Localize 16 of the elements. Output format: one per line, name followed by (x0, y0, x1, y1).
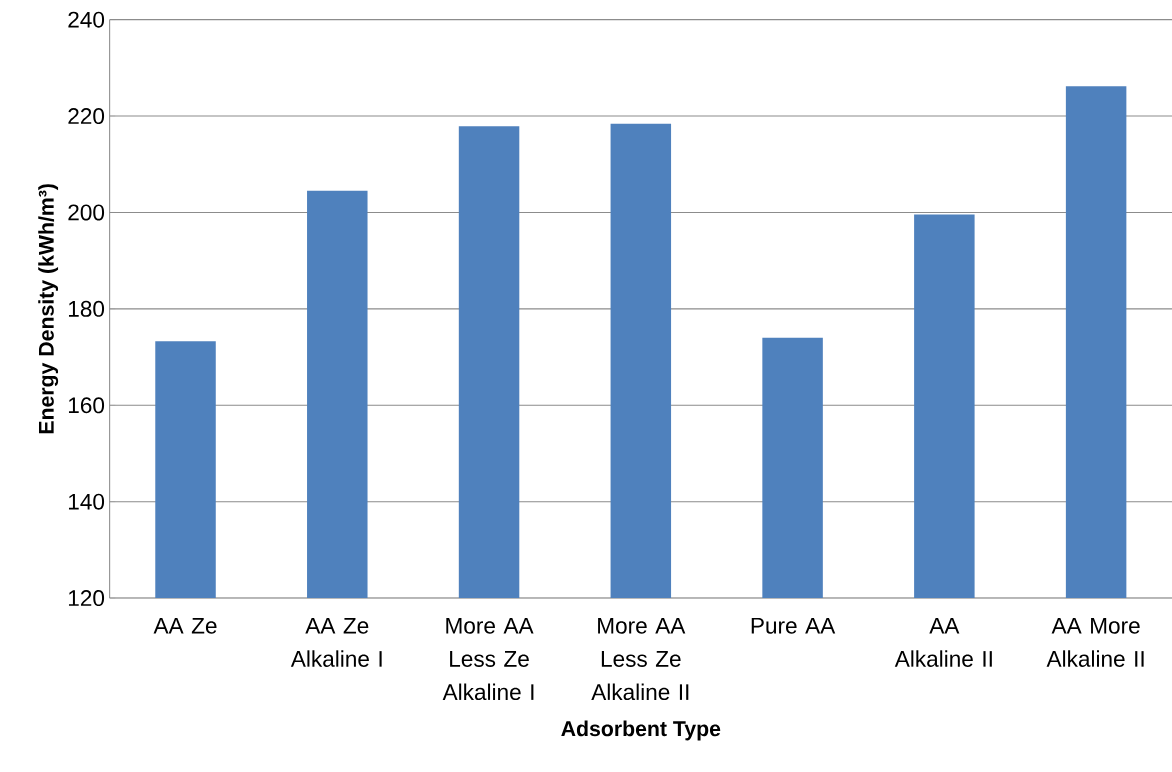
y-tick-label: 180 (68, 300, 105, 317)
y-tick-label: 220 (68, 108, 105, 125)
x-axis-title: Adsorbent Type (561, 720, 721, 741)
y-tick-label: 240 (68, 11, 105, 28)
x-tick-label: More AA Less Ze Alkaline II (591, 617, 689, 701)
y-axis-title: Energy Density (kWh/m³) (38, 184, 59, 434)
y-tick-label: 140 (68, 493, 105, 510)
y-tick-label: 200 (68, 204, 105, 221)
y-tick-label: 160 (68, 397, 105, 414)
x-tick-label: More AA Less Ze Alkaline I (442, 617, 534, 701)
x-tick-label: AA Ze (153, 617, 217, 634)
x-tick-label: AA Alkaline II (894, 617, 992, 667)
y-tick-label: 120 (68, 590, 105, 607)
x-tick-label: AA Ze Alkaline I (290, 617, 382, 667)
x-tick-label: Pure AA (751, 617, 836, 634)
x-tick-label: AA More Alkaline II (1046, 617, 1144, 667)
